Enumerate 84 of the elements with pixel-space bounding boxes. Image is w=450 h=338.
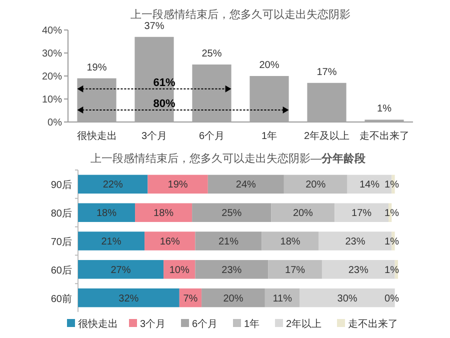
bar [78, 174, 148, 194]
bar [134, 36, 174, 122]
bar [192, 203, 272, 222]
data-label: 18% [154, 208, 174, 220]
bar [271, 203, 335, 222]
data-label: 0% [384, 293, 400, 304]
data-label: 25% [202, 48, 222, 60]
data-label: 23% [222, 264, 242, 276]
y-tick-label: 0% [48, 118, 62, 128]
bar [208, 174, 284, 194]
y-tick-label: 20% [42, 72, 62, 82]
legend-label: 2年以上 [286, 318, 322, 330]
data-label: 17% [316, 66, 337, 78]
x-tick-label: 2年及以上 [304, 130, 350, 142]
data-label: 11% [272, 293, 292, 304]
x-tick-label: 走不出来了 [359, 130, 410, 142]
data-label: 20% [292, 208, 314, 220]
data-label: 17% [285, 264, 306, 276]
data-label: 18% [280, 236, 300, 248]
y-tick-label: 90后 [50, 179, 72, 192]
annotation: 61% [153, 76, 176, 89]
data-label: 20% [306, 180, 326, 191]
bar [268, 260, 322, 279]
bar [262, 232, 319, 250]
legend-label: 1年 [244, 318, 260, 330]
y-tick-label: 60前 [50, 292, 72, 305]
bar [250, 76, 289, 122]
data-label: 21% [218, 236, 239, 248]
data-label: 19% [86, 62, 107, 74]
y-tick-label: 40% [42, 26, 62, 36]
y-tick-label: 70后 [50, 236, 72, 248]
bar [77, 78, 116, 122]
data-label: 17% [352, 208, 372, 220]
data-label: 23% [345, 236, 366, 248]
data-label: 1% [377, 104, 392, 115]
bar [284, 174, 348, 194]
data-label: 18% [96, 208, 117, 220]
bar [135, 203, 192, 222]
data-label: 27% [110, 264, 131, 276]
data-label: 1% [384, 264, 400, 276]
data-label: 32% [118, 293, 139, 304]
data-label: 20% [223, 293, 244, 304]
y-tick-label: 60后 [50, 264, 72, 276]
legend-label: 走不出来了 [348, 318, 398, 330]
bar [195, 260, 268, 279]
bar [78, 288, 180, 308]
data-label: 1% [384, 208, 400, 220]
x-tick-label: 3个月 [141, 130, 168, 142]
bar [144, 232, 196, 250]
data-label: 21% [101, 236, 122, 248]
annotation: 80% [153, 98, 176, 110]
data-label: 14% [359, 180, 380, 191]
data-label: 24% [236, 180, 256, 191]
y-tick-label: 30% [42, 48, 62, 60]
bar [307, 82, 346, 122]
data-label: 23% [348, 264, 369, 276]
data-label: 10% [169, 264, 190, 276]
bar [192, 64, 232, 122]
data-label: 1% [384, 236, 400, 248]
data-label: 7% [183, 293, 198, 304]
x-tick-label: 6个月 [198, 130, 225, 142]
y-tick-label: 80后 [50, 208, 72, 220]
data-label: 1% [384, 180, 400, 191]
legend-label: 6个月 [192, 318, 218, 330]
chart-title: 上一段感情结束后，您多久可以走出失恋阴影 [130, 8, 350, 21]
data-label: 22% [102, 180, 123, 191]
x-tick-label: 很快走出 [76, 130, 117, 142]
bar [78, 203, 136, 222]
bar [78, 260, 164, 279]
data-label: 20% [259, 60, 280, 71]
data-label: 19% [168, 180, 188, 191]
data-label: 16% [160, 236, 180, 248]
data-label: 37% [144, 20, 164, 32]
x-tick-label: 1年 [261, 130, 278, 142]
bar [78, 232, 145, 250]
bar [148, 174, 208, 194]
data-label: 30% [337, 293, 358, 304]
bar [202, 288, 265, 308]
y-tick-label: 10% [42, 94, 62, 106]
chart-title: 上一段感情结束后，您多久可以走出失恋阴影—分年龄段 [90, 152, 366, 165]
legend-label: 3个月 [140, 318, 166, 330]
data-label: 25% [222, 208, 242, 220]
legend-label: 很快走出 [78, 318, 118, 330]
bar [195, 232, 262, 250]
